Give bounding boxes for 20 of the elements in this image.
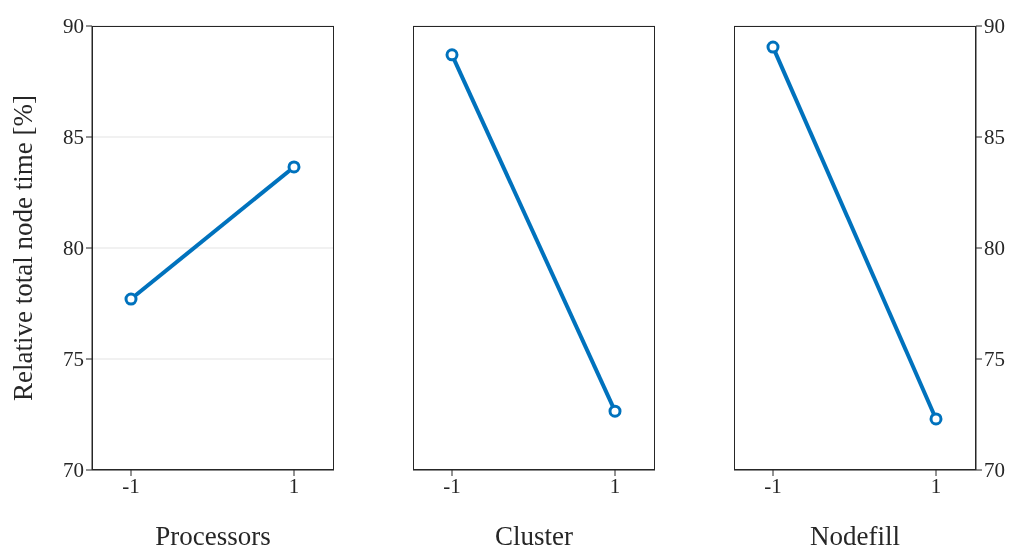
y-axis-title: Relative total node time [%] — [7, 95, 38, 401]
x-tick-label: 1 — [288, 473, 300, 498]
y2-tick-label: 90 — [984, 14, 1005, 39]
y2-tick-label: 70 — [984, 458, 1005, 483]
x-axis-title: Processors — [155, 521, 271, 549]
y2-tick-label: 75 — [984, 347, 1005, 372]
x-tick-label: -1 — [122, 473, 140, 498]
x-axis-title: Cluster — [495, 521, 573, 549]
y-tick-label: 75 — [63, 347, 84, 372]
x-axis-title: Nodefill — [810, 521, 900, 549]
y2-tick-label: 85 — [984, 125, 1005, 150]
x-tick-label: -1 — [764, 473, 782, 498]
x-tick-label: 1 — [930, 473, 942, 498]
y-tick-label: 80 — [63, 236, 84, 261]
x-tick-label: 1 — [609, 473, 621, 498]
x-tick-label: -1 — [443, 473, 461, 498]
y-tick-label: 70 — [63, 458, 84, 483]
y-tick-label: 90 — [63, 14, 84, 39]
y-tick-label: 85 — [63, 125, 84, 150]
y2-tick-label: 80 — [984, 236, 1005, 261]
